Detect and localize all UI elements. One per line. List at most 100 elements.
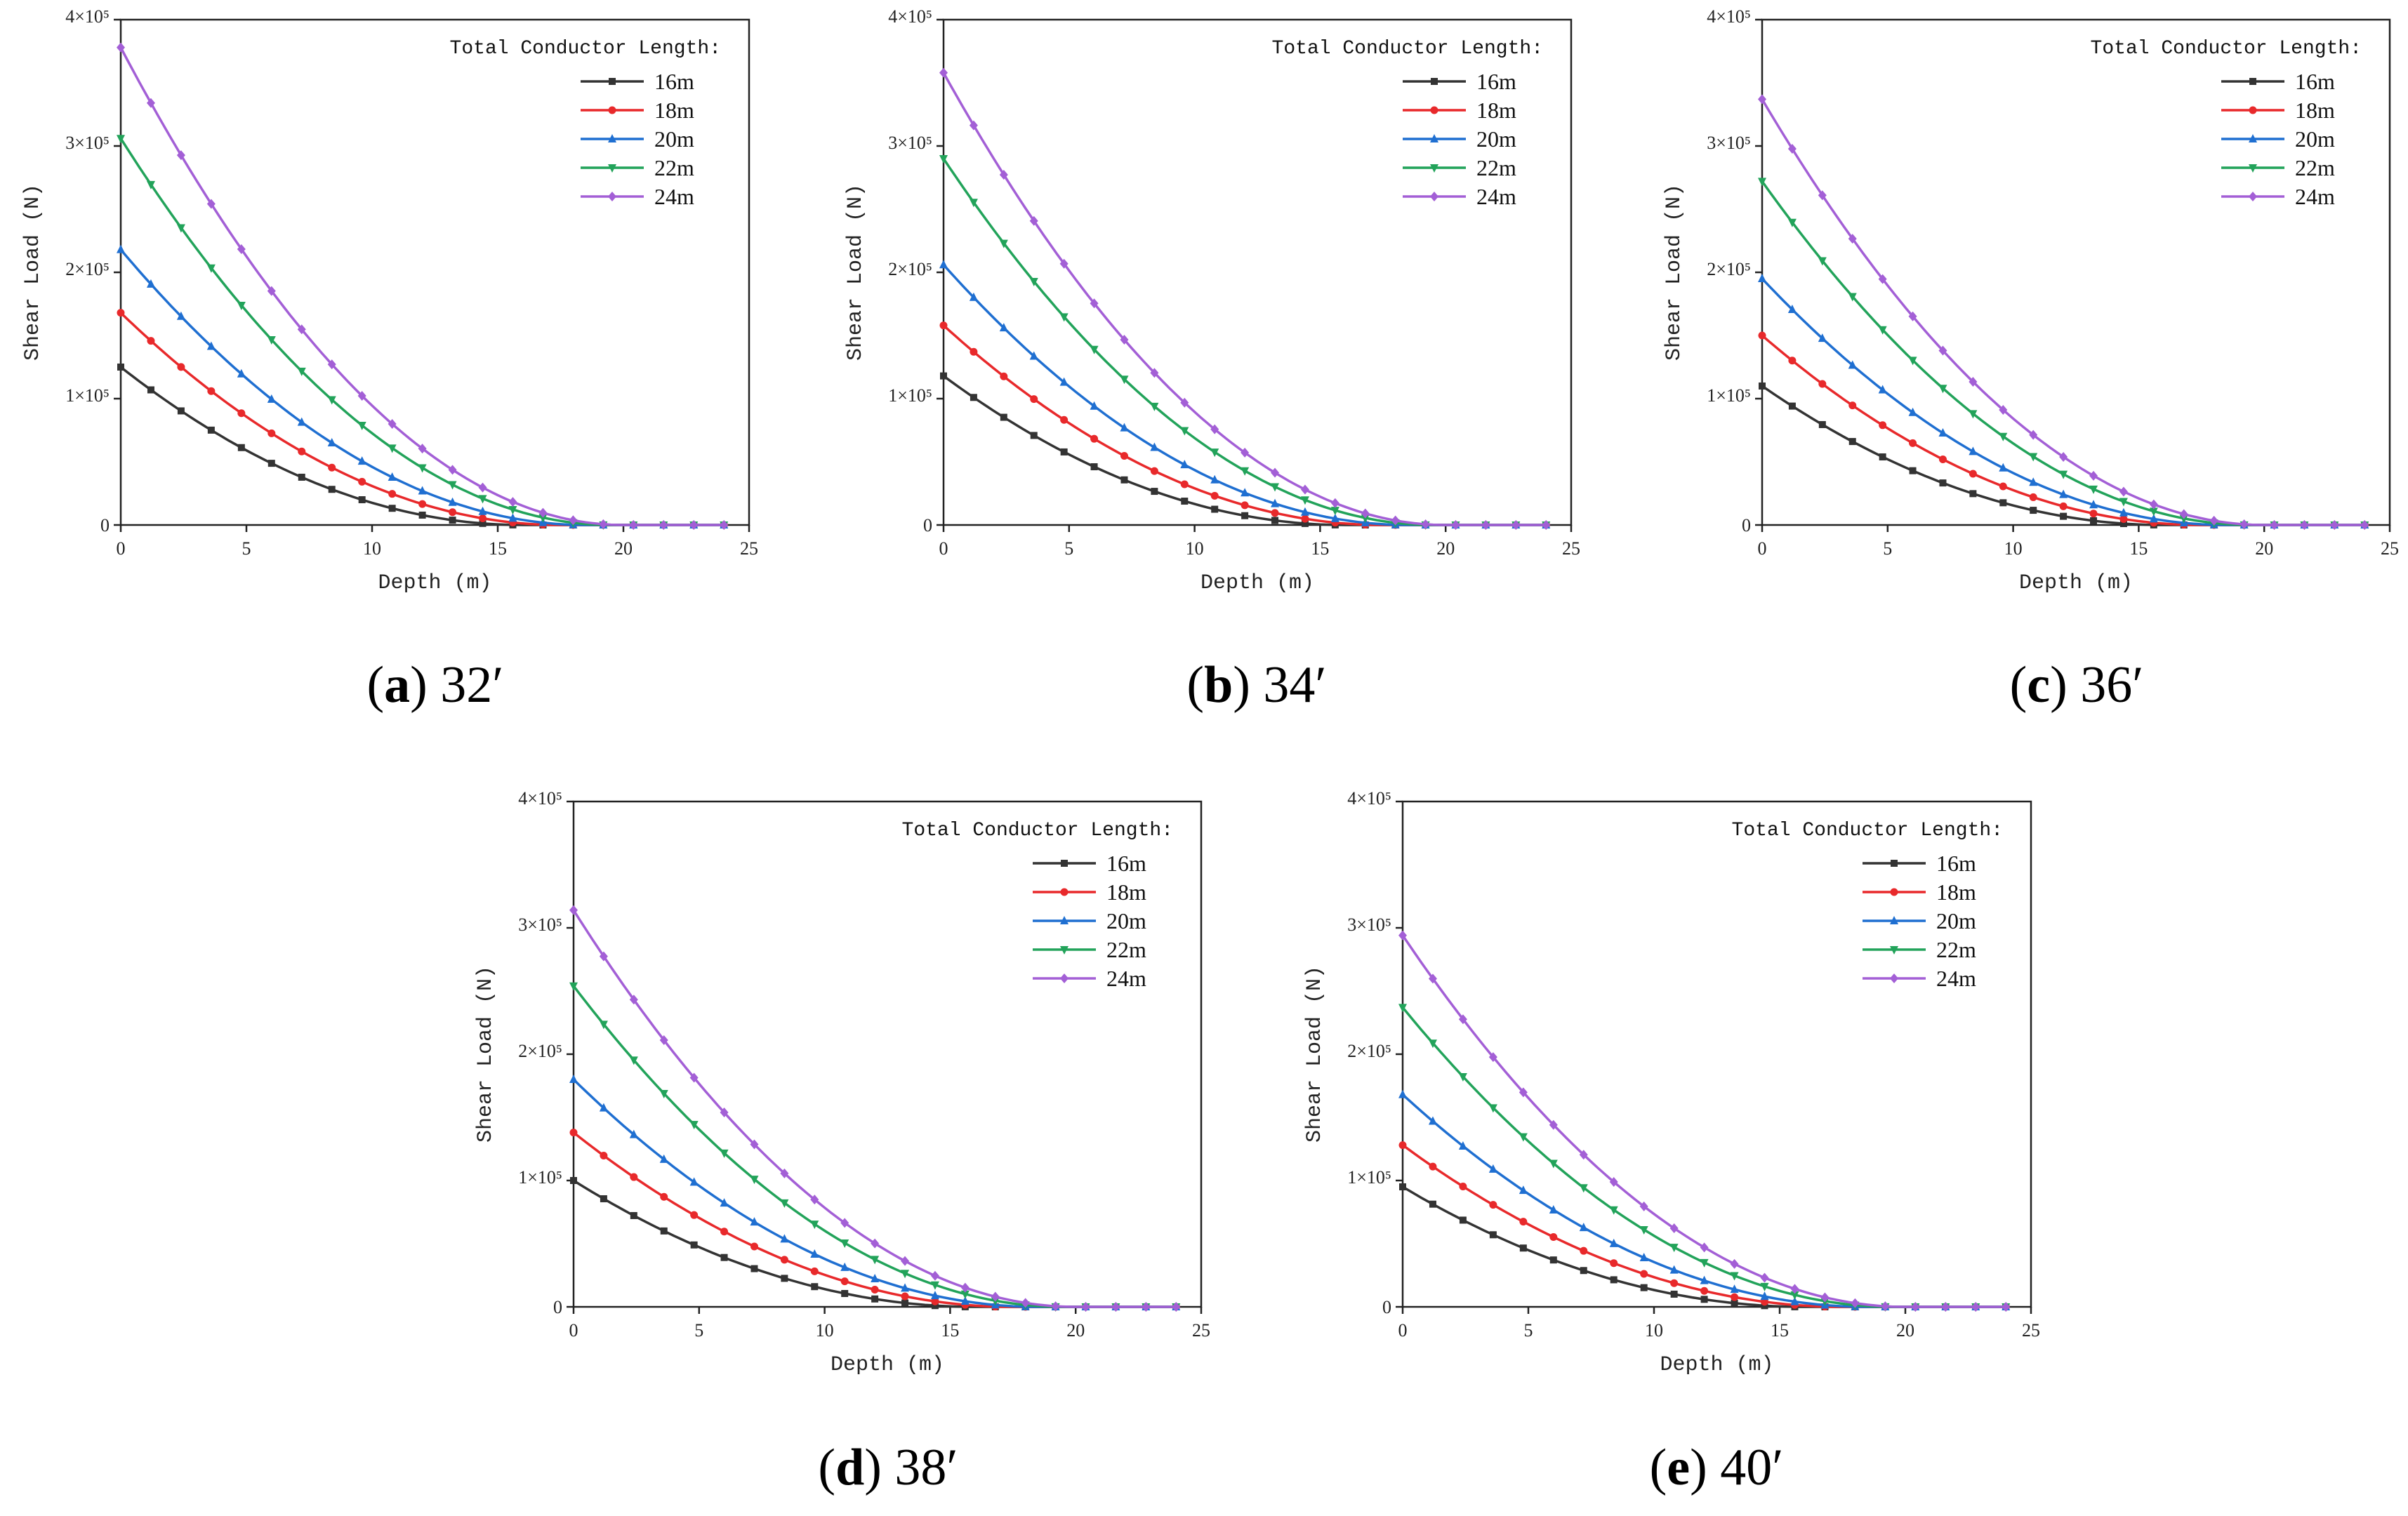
data-point-marker <box>1999 404 2008 415</box>
data-point-marker <box>388 444 397 453</box>
legend-title: Total Conductor Length: <box>450 38 721 60</box>
data-point-marker <box>1090 463 1098 471</box>
data-point-marker <box>1210 491 1219 500</box>
data-point-marker <box>267 336 276 345</box>
data-point-marker <box>1241 447 1250 458</box>
data-point-marker <box>177 363 185 371</box>
data-point-marker <box>448 481 457 490</box>
data-point-marker <box>1398 1141 1407 1150</box>
data-point-marker <box>1848 234 1857 244</box>
data-point-marker <box>1760 1272 1769 1283</box>
data-point-marker <box>841 1289 849 1297</box>
chart-panel-e: 0 5 10 15 20 25 0 1×10⁵ 2×10⁵ 3×10⁵ 4×10⁵ Depth (m)… <box>1303 788 2040 1496</box>
data-point-marker <box>570 1177 577 1184</box>
data-point-marker <box>1879 453 1886 460</box>
data-point-marker <box>1787 218 1797 227</box>
data-point-marker <box>1330 513 1339 522</box>
data-point-marker <box>720 1254 728 1261</box>
y-tick-label: 1×10⁵ <box>888 385 932 406</box>
data-point-marker <box>1938 428 1947 437</box>
data-point-marker <box>720 520 729 530</box>
data-point-marker <box>960 1282 970 1293</box>
data-point-marker <box>939 155 948 164</box>
data-point-marker <box>1938 455 1947 463</box>
series-20m <box>1398 1089 2011 1310</box>
legend-item-16m: 16m <box>1033 851 1146 876</box>
legend-label: 16m <box>2295 69 2335 94</box>
data-point-marker <box>840 1277 849 1286</box>
data-point-marker <box>1151 488 1158 496</box>
data-point-marker <box>1730 1272 1739 1281</box>
data-point-marker <box>930 1270 939 1281</box>
data-point-marker <box>1060 916 1069 924</box>
data-point-marker <box>1788 357 1797 365</box>
data-point-marker <box>1488 1104 1497 1113</box>
legend-label: 18m <box>1476 98 1516 123</box>
data-point-marker <box>1639 1201 1648 1211</box>
data-point-marker <box>1180 480 1189 488</box>
x-tick-label: 20 <box>1896 1320 1914 1341</box>
data-point-marker <box>1519 1218 1528 1226</box>
series-22m <box>939 155 1551 530</box>
data-point-marker <box>659 520 668 530</box>
data-point-marker <box>629 1056 638 1065</box>
data-point-marker <box>297 417 306 426</box>
data-point-marker <box>1818 257 1827 266</box>
y-tick-label: 3×10⁵ <box>518 915 562 935</box>
data-point-marker <box>117 364 124 371</box>
data-point-marker <box>1609 1238 1618 1247</box>
data-point-marker <box>901 1270 910 1279</box>
legend-item-18m: 18m <box>1863 879 1976 905</box>
data-point-marker <box>508 513 517 522</box>
x-tick-label: 25 <box>2381 538 2399 559</box>
legend-label: 22m <box>2295 155 2335 180</box>
y-tick-label: 0 <box>553 1297 562 1317</box>
x-tick-label: 10 <box>1186 538 1204 559</box>
x-tick-label: 25 <box>740 538 758 559</box>
data-point-marker <box>1489 1201 1497 1209</box>
legend-item-20m: 20m <box>2221 126 2335 152</box>
data-point-marker <box>1610 1276 1618 1284</box>
data-point-marker <box>1488 1052 1497 1063</box>
data-point-marker <box>2149 514 2158 523</box>
data-point-marker <box>2119 520 2127 528</box>
data-point-marker <box>2330 520 2339 530</box>
data-point-marker <box>448 465 457 475</box>
data-point-marker <box>2119 515 2128 524</box>
legend-item-22m: 22m <box>581 155 694 180</box>
data-point-marker <box>1060 973 1069 983</box>
data-point-marker <box>901 1292 909 1301</box>
series-18m <box>117 309 728 529</box>
data-point-marker <box>1180 460 1189 469</box>
plot-frame <box>942 18 1573 526</box>
data-point-marker <box>1909 467 1917 474</box>
data-point-marker <box>969 120 978 131</box>
series-20m <box>1758 274 2369 528</box>
data-point-marker <box>1999 432 2008 441</box>
series-24m <box>939 67 1551 530</box>
legend-label: 18m <box>1936 879 1976 905</box>
data-point-marker <box>1459 1182 1467 1190</box>
data-point-marker <box>358 496 366 503</box>
data-point-marker <box>2030 507 2037 514</box>
data-point-marker <box>1330 498 1339 508</box>
data-point-marker <box>1300 496 1309 505</box>
x-tick-label: 20 <box>614 538 633 559</box>
data-point-marker <box>117 244 125 253</box>
legend-item-20m: 20m <box>1863 908 1976 933</box>
data-point-marker <box>1610 1259 1618 1268</box>
data-point-marker <box>418 464 427 473</box>
data-point-marker <box>901 1299 909 1307</box>
legend-item-24m: 24m <box>1863 966 1976 991</box>
data-point-marker <box>1060 946 1069 955</box>
data-point-marker <box>2119 507 2128 517</box>
series-20m <box>569 1075 1181 1310</box>
data-point-marker <box>1669 1244 1679 1253</box>
y-tick-label: 0 <box>1742 515 1751 536</box>
legend-item-22m: 22m <box>2221 155 2335 180</box>
y-axis-label: Shear Load (N) <box>844 184 868 361</box>
y-tick-label: 0 <box>100 515 110 536</box>
y-tick-label: 2×10⁵ <box>518 1041 562 1061</box>
legend-title: Total Conductor Length: <box>1732 820 2003 842</box>
